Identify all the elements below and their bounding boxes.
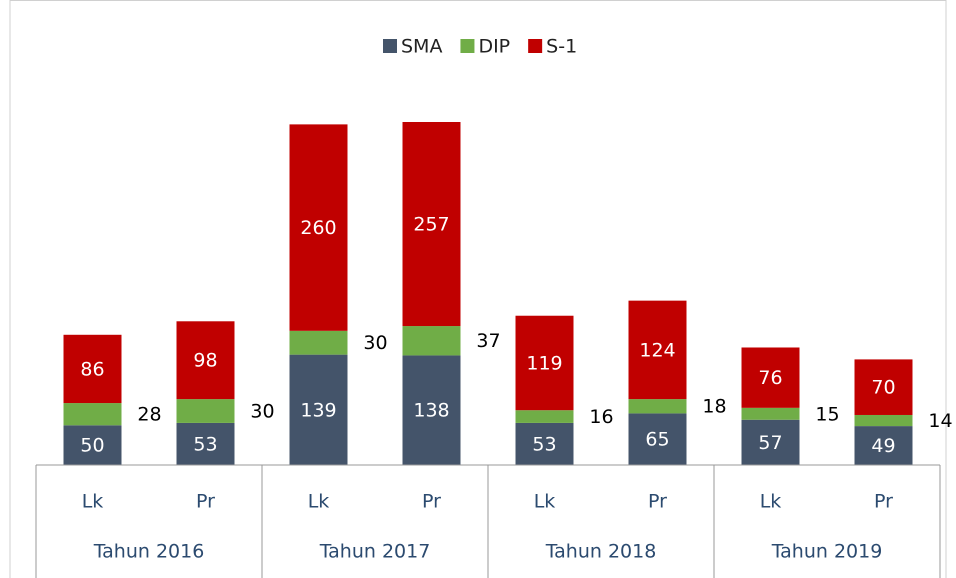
bar-segment bbox=[515, 410, 574, 423]
data-label: 53 bbox=[193, 433, 217, 455]
bar-segment bbox=[63, 425, 122, 465]
data-label: 57 bbox=[758, 432, 782, 454]
data-label: 16 bbox=[589, 406, 613, 428]
bar-segment bbox=[628, 300, 687, 400]
legend-swatch bbox=[460, 39, 475, 53]
data-label: 86 bbox=[80, 358, 104, 380]
x-tick-label: Pr bbox=[874, 491, 893, 513]
bar-segment bbox=[176, 399, 235, 423]
legend: SMA DIP S-1 bbox=[383, 36, 577, 58]
bar-segment bbox=[628, 399, 687, 414]
data-label: 138 bbox=[413, 400, 449, 422]
x-tick-label: Lk bbox=[308, 491, 330, 513]
x-tick-label: Pr bbox=[648, 491, 667, 513]
bar-segment bbox=[854, 414, 913, 427]
bar-segment bbox=[63, 403, 122, 426]
bar-segment bbox=[402, 122, 461, 327]
x-tick-label: Pr bbox=[196, 491, 215, 513]
bar-segment bbox=[854, 359, 913, 415]
data-label: 30 bbox=[363, 332, 387, 354]
bar-segment bbox=[289, 354, 348, 465]
x-tick-label: Lk bbox=[760, 491, 782, 513]
bar-segment bbox=[63, 334, 122, 404]
bar-segment bbox=[176, 321, 235, 400]
bar-segment bbox=[741, 347, 800, 408]
group-label: Tahun 2016 bbox=[93, 541, 205, 563]
bar-segment bbox=[741, 407, 800, 420]
bar-segment bbox=[515, 422, 574, 465]
data-label: 98 bbox=[193, 350, 217, 372]
data-label: 53 bbox=[532, 433, 556, 455]
x-tick-label: Lk bbox=[82, 491, 104, 513]
data-label: 50 bbox=[80, 435, 104, 457]
data-label: 18 bbox=[702, 396, 726, 418]
data-label: 124 bbox=[639, 339, 675, 361]
data-label: 14 bbox=[928, 410, 952, 432]
chart-frame bbox=[9, 0, 947, 578]
data-label: 76 bbox=[758, 367, 782, 389]
bar-segment bbox=[854, 426, 913, 465]
data-label: 65 bbox=[645, 429, 669, 451]
bar-segment bbox=[176, 422, 235, 465]
data-label: 119 bbox=[526, 352, 562, 374]
bar-segment bbox=[515, 315, 574, 411]
bar-segment bbox=[628, 413, 687, 465]
group-label: Tahun 2017 bbox=[319, 541, 431, 563]
legend-label: S-1 bbox=[546, 36, 577, 58]
bar-segment bbox=[289, 330, 348, 355]
bar-segment bbox=[289, 124, 348, 331]
bar-segment bbox=[402, 326, 461, 356]
data-label: 139 bbox=[300, 399, 336, 421]
bar-segment bbox=[741, 419, 800, 465]
data-label: 28 bbox=[137, 404, 161, 426]
data-label: 15 bbox=[815, 403, 839, 425]
x-tick-label: Pr bbox=[422, 491, 441, 513]
x-tick-label: Lk bbox=[534, 491, 556, 513]
bar-segment bbox=[402, 355, 461, 465]
data-label: 260 bbox=[300, 217, 336, 239]
data-label: 49 bbox=[871, 435, 895, 457]
group-label: Tahun 2018 bbox=[545, 541, 657, 563]
data-label: 37 bbox=[476, 330, 500, 352]
data-label: 30 bbox=[250, 401, 274, 423]
legend-label: DIP bbox=[478, 36, 510, 58]
legend-swatch bbox=[528, 39, 543, 53]
data-label: 257 bbox=[413, 214, 449, 236]
data-label: 70 bbox=[871, 377, 895, 399]
group-label: Tahun 2019 bbox=[771, 541, 883, 563]
legend-label: SMA bbox=[401, 36, 442, 58]
legend-swatch bbox=[383, 39, 397, 53]
